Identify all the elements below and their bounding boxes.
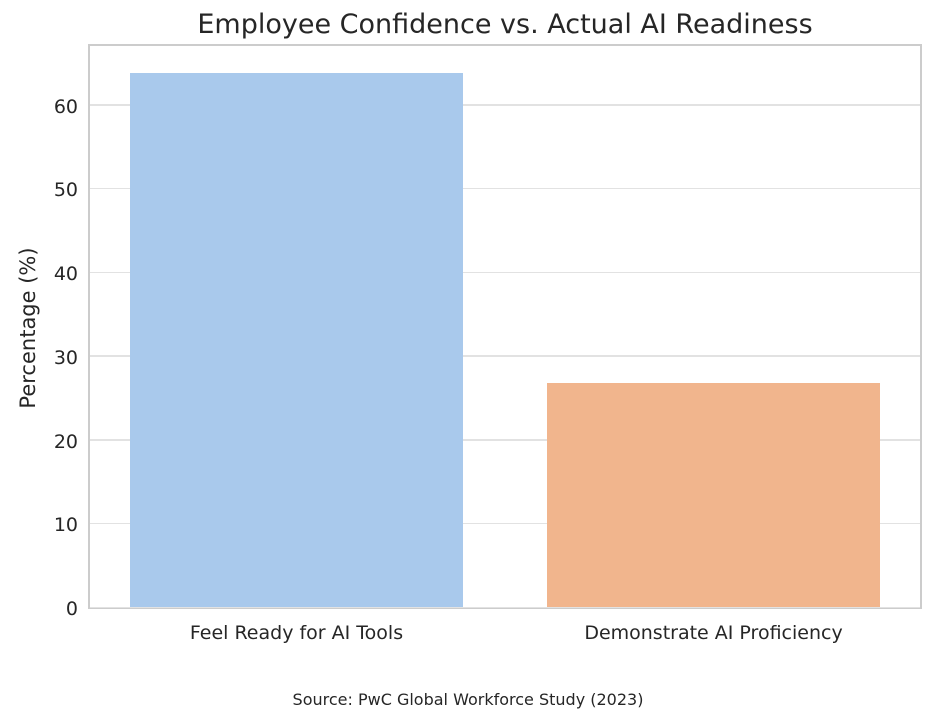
y-tick-label-20: 20 bbox=[53, 430, 78, 453]
y-tick-label-40: 40 bbox=[53, 263, 78, 286]
gridline-y-20 bbox=[90, 439, 920, 441]
source-note: Source: PwC Global Workforce Study (2023… bbox=[292, 690, 644, 709]
y-tick-label-30: 30 bbox=[53, 346, 78, 369]
gridline-y-30 bbox=[90, 355, 920, 357]
y-tick-label-0: 0 bbox=[65, 598, 78, 620]
x-tick-label-demonstrate-proficiency: Demonstrate AI Proficiency bbox=[584, 622, 843, 644]
y-tick-label-50: 50 bbox=[53, 179, 78, 202]
gridline-y-0 bbox=[90, 606, 920, 608]
gridline-y-60 bbox=[90, 104, 920, 106]
y-tick-label-60: 60 bbox=[53, 95, 78, 118]
plot-area bbox=[88, 44, 922, 609]
bar-feel-ready bbox=[129, 73, 464, 607]
y-axis-label: Percentage (%) bbox=[16, 247, 40, 409]
bar-demonstrate-proficiency bbox=[546, 383, 881, 607]
chart-title: Employee Confidence vs. Actual AI Readin… bbox=[197, 9, 813, 40]
x-tick-label-feel-ready: Feel Ready for AI Tools bbox=[189, 622, 404, 644]
gridline-y-10 bbox=[90, 522, 920, 525]
y-tick-label-10: 10 bbox=[53, 514, 78, 537]
gridline-y-40 bbox=[90, 271, 920, 274]
gridline-y-50 bbox=[90, 187, 920, 190]
